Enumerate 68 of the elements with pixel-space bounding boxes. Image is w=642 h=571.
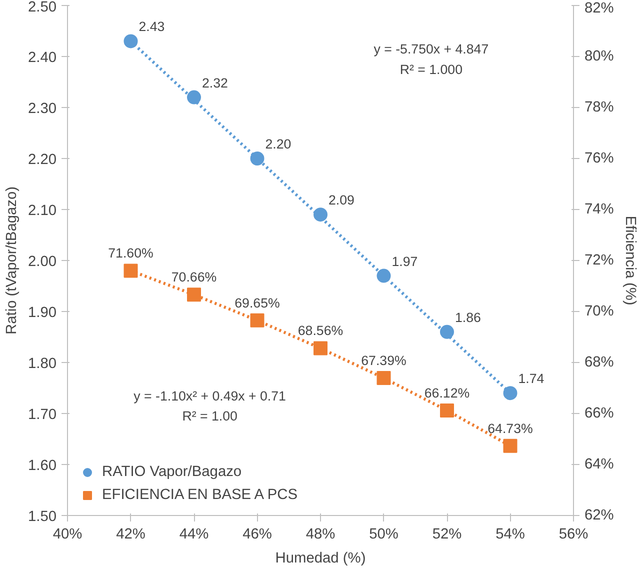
y-tick-label: 2.20 <box>28 152 57 168</box>
y2-tick-label: 66% <box>584 406 614 422</box>
x-tick-label: 44% <box>179 526 209 542</box>
legend-label: RATIO Vapor/Bagazo <box>102 464 242 480</box>
point <box>376 268 391 283</box>
data-label: 70.66% <box>171 270 217 285</box>
y-tick-label: 2.30 <box>28 101 57 117</box>
y-tick-label: 1.60 <box>28 458 57 474</box>
x-axis-title: Humedad (%) <box>275 550 366 566</box>
y2-tick-label: 76% <box>584 150 614 166</box>
x-tick-label: 54% <box>496 526 525 542</box>
data-label: 1.97 <box>392 254 418 269</box>
legend-label: EFICIENCIA EN BASE A PCS <box>102 487 298 503</box>
y2-tick-label: 64% <box>584 456 614 472</box>
y2-axis-title: Eficiencia (%) <box>622 216 638 306</box>
data-label: 69.65% <box>234 295 280 310</box>
data-label: 66.12% <box>424 385 470 400</box>
annotation: R² = 1.000 <box>400 62 462 77</box>
y2-tick-label: 74% <box>584 202 614 218</box>
data-label: 2.32 <box>202 75 228 90</box>
y2-tick-label: 62% <box>584 508 614 524</box>
x-tick-label: 46% <box>242 526 272 542</box>
annotation: y = -5.750x + 4.847 <box>374 42 489 56</box>
data-label: 67.39% <box>361 353 406 368</box>
data-label: 2.20 <box>265 136 292 152</box>
point <box>503 386 518 400</box>
x-tick-label: 50% <box>369 526 398 542</box>
point <box>314 341 328 356</box>
data-label: 2.43 <box>138 19 165 34</box>
annotation: R² = 1.00 <box>182 408 238 424</box>
y-tick-label: 2.40 <box>28 50 57 66</box>
point <box>187 90 201 104</box>
y-tick-label: 1.80 <box>28 356 57 372</box>
y2-tick-label: 70% <box>584 304 614 320</box>
point <box>503 438 518 453</box>
point <box>124 34 138 48</box>
data-label: 2.09 <box>328 192 354 208</box>
x-tick-label: 56% <box>558 526 588 542</box>
y2-tick-label: 80% <box>584 48 614 64</box>
point <box>440 324 454 339</box>
y-tick-label: 2.00 <box>28 254 57 270</box>
y2-tick-label: 78% <box>584 100 614 116</box>
point <box>187 288 201 302</box>
point <box>124 264 138 278</box>
y2-tick-label: 82% <box>584 0 614 16</box>
y2-tick-label: 68% <box>584 354 614 370</box>
x-tick-label: 42% <box>116 526 146 542</box>
y2-tick-label: 72% <box>584 252 614 268</box>
x-tick-label: 48% <box>306 526 336 542</box>
point <box>250 313 264 328</box>
y-axis-title: Ratio (tVapor/tBagazo) <box>4 186 20 334</box>
data-label: 1.86 <box>455 310 481 325</box>
point <box>440 403 454 418</box>
point <box>376 371 391 386</box>
data-label: 64.73% <box>488 420 533 436</box>
y-tick-label: 1.90 <box>28 305 57 321</box>
point <box>314 208 328 222</box>
y-tick-label: 1.50 <box>28 509 57 525</box>
point <box>250 152 264 166</box>
y-tick-label: 2.50 <box>28 0 57 16</box>
y-tick-label: 1.70 <box>28 407 57 423</box>
x-tick-label: 52% <box>432 526 462 542</box>
data-label: 68.56% <box>298 323 344 338</box>
data-label: 1.74 <box>518 371 545 386</box>
data-label: 71.60% <box>108 246 154 261</box>
x-tick-label: 40% <box>52 526 82 542</box>
y-tick-label: 2.10 <box>28 203 57 219</box>
annotation: y = -1.10x² + 0.49x + 0.71 <box>134 388 286 404</box>
